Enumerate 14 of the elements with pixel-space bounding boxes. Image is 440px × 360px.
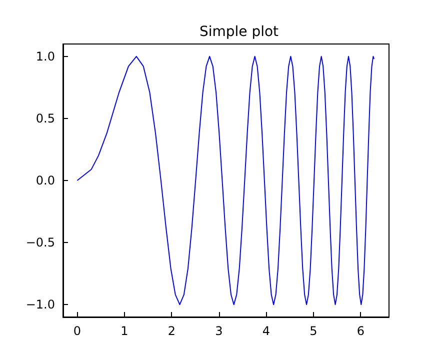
x-tick-label: 6	[356, 324, 364, 338]
x-tick-label: 2	[168, 324, 176, 338]
x-tick-label: 1	[120, 324, 128, 338]
x-tick-label: 0	[73, 324, 81, 338]
y-tick-label: −1.0	[26, 298, 55, 312]
x-tick-label: 5	[310, 324, 318, 338]
line-series	[76, 56, 375, 306]
chart-title: Simple plot	[199, 24, 280, 40]
y-tick-label: 0.5	[36, 111, 55, 126]
x-tick-label: 4	[262, 324, 270, 338]
y-tick-label: 1.0	[36, 49, 55, 64]
y-tick-label: −0.5	[26, 236, 55, 250]
y-tick-label: 0.0	[36, 174, 55, 188]
x-tick-label: 3	[215, 324, 223, 338]
